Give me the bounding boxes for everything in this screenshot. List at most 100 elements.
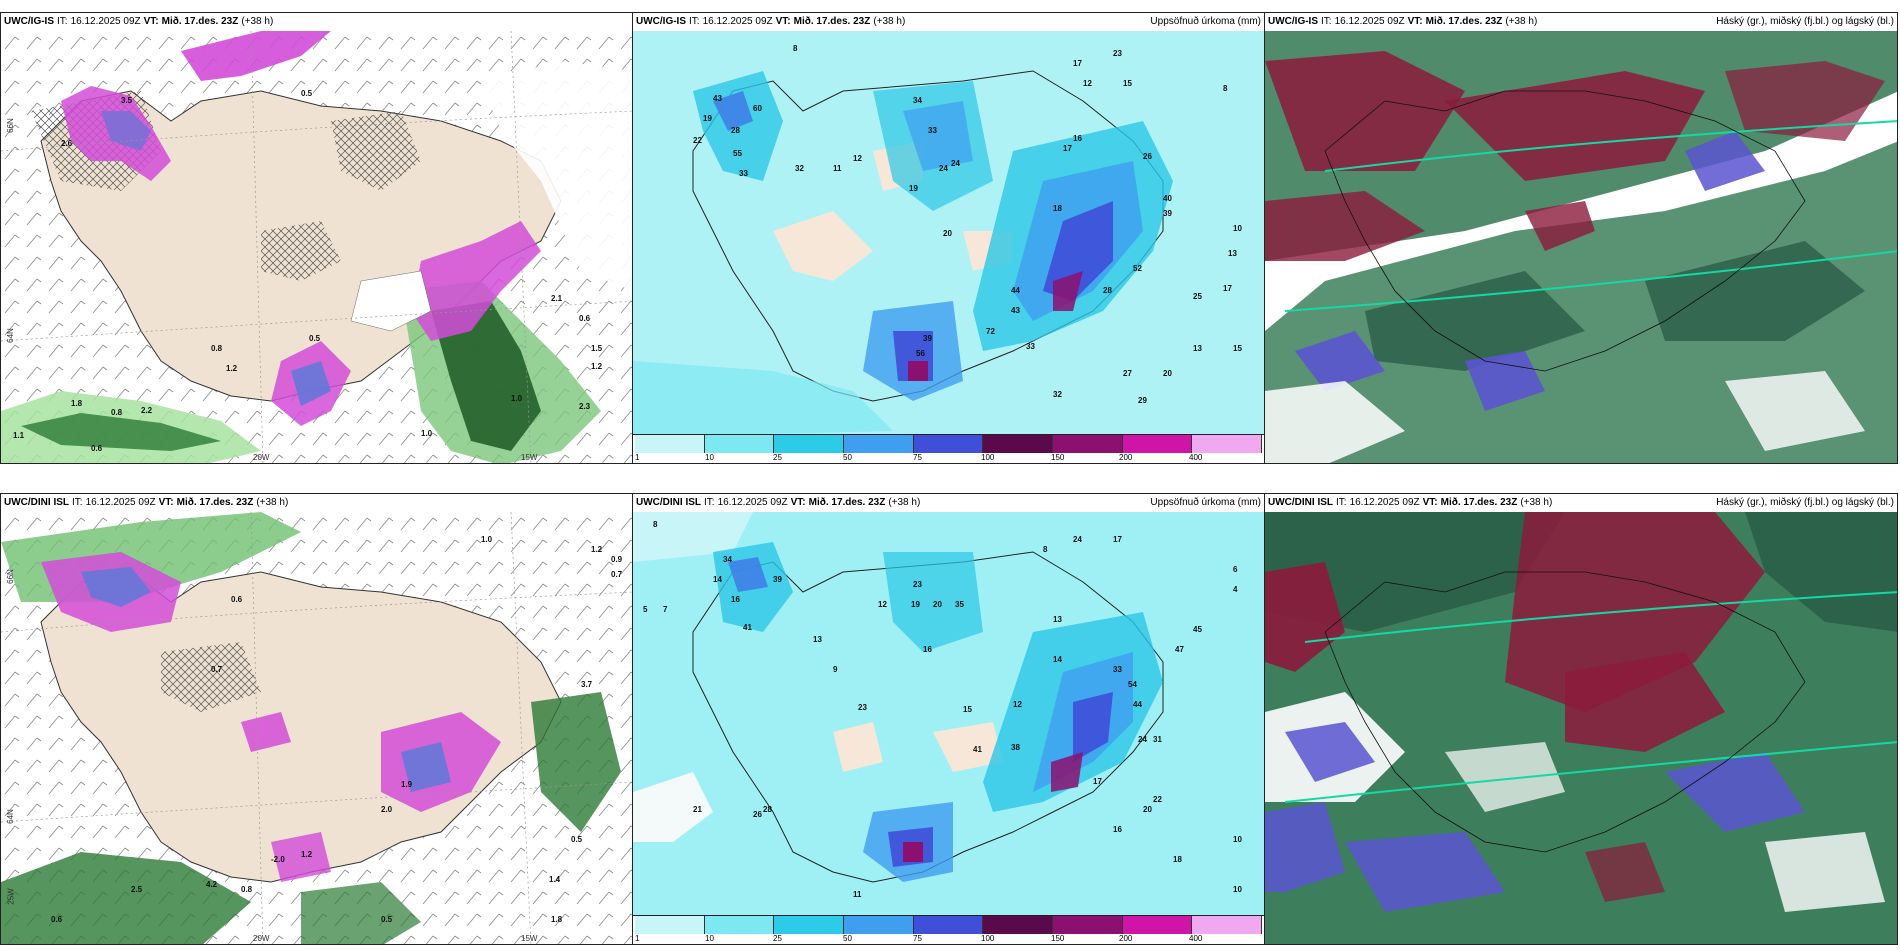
cloud-map-svg [1265, 512, 1897, 944]
panel-title: Háský (gr.), miðský (fj.bl.) og lágský (… [1716, 497, 1894, 508]
precip-label: 43 [1011, 306, 1020, 315]
map-canvas[interactable]: 8 24 17 34 39 14 16 45 41 23 20 35 12 19… [633, 512, 1264, 916]
vt-label: VT: [790, 497, 806, 508]
lat-label-64n: 64N [5, 809, 15, 824]
value-label: 0.7 [611, 570, 623, 579]
precip-label: 55 [733, 149, 742, 158]
precip-label: 23 [858, 703, 867, 712]
lead-time: (+38 h) [1505, 16, 1538, 27]
precip-label: 9 [833, 665, 838, 674]
legend-swatch [774, 435, 845, 453]
value-label: 0.6 [51, 915, 63, 924]
legend-tick: 10 [705, 934, 714, 943]
value-label: 0.8 [241, 885, 253, 894]
precip-label: 7 [663, 605, 668, 614]
precip-label: 24 [1138, 735, 1147, 744]
precip-label: 8 [1043, 545, 1048, 554]
lat-label-64n: 64N [5, 328, 15, 343]
legend-tick-labels: 1 10 25 50 75 100 150 200 400 [635, 453, 1262, 463]
precip-label: 52 [1133, 264, 1142, 273]
it-value: 16.12.2025 09Z [70, 16, 141, 27]
legend-swatch [983, 916, 1054, 934]
value-label: 2.5 [131, 885, 143, 894]
precip-label: 41 [743, 623, 752, 632]
map-panel-igis-wind: UWC/IG-IS IT: 16.12.2025 09Z VT: Mið. 17… [0, 12, 633, 464]
panel-title: Uppsöfnuð úrkoma (mm) [1150, 497, 1261, 508]
value-label: 0.5 [301, 89, 313, 98]
precip-label: 21 [693, 805, 702, 814]
precip-label: 35 [955, 600, 964, 609]
value-label: 0.6 [231, 595, 243, 604]
value-label: 0.6 [91, 444, 103, 453]
value-label: -2.0 [271, 855, 285, 864]
value-label: 0.5 [381, 915, 393, 924]
legend-swatch [913, 916, 984, 934]
map-canvas[interactable]: 2.6 3.5 0.8 1.2 0.8 2.2 0.6 1.8 0.5 1.0 … [1, 31, 632, 463]
legend-tick: 100 [981, 934, 995, 943]
legend-tick: 75 [913, 934, 922, 943]
legend-tick: 150 [1051, 934, 1065, 943]
precip-label: 20 [1163, 369, 1172, 378]
vt-value: Mið. 17.des. 23Z [1440, 497, 1518, 508]
precip-label: 33 [739, 169, 748, 178]
precip-label: 72 [986, 327, 995, 336]
lead-time: (+38 h) [873, 16, 906, 27]
precip-label: 28 [763, 805, 772, 814]
precip-label: 16 [731, 595, 740, 604]
precip-label: 19 [911, 600, 920, 609]
panel-header: UWC/IG-IS IT: 16.12.2025 09Z VT: Mið. 17… [633, 13, 1264, 31]
map-canvas[interactable]: 8 17 23 15 12 43 60 28 34 33 24 19 22 55… [633, 31, 1264, 435]
precip-label: 39 [923, 334, 932, 343]
precip-label: 34 [913, 96, 922, 105]
value-label: 0.8 [111, 408, 123, 417]
precip-label: 17 [1093, 777, 1102, 786]
vt-label: VT: [1407, 16, 1423, 27]
map-panel-igis-precip: UWC/IG-IS IT: 16.12.2025 09Z VT: Mið. 17… [632, 12, 1265, 464]
map-canvas[interactable] [1265, 31, 1897, 463]
precip-label: 39 [1163, 209, 1172, 218]
lead-time: (+38 h) [888, 497, 921, 508]
value-label: 2.6 [61, 139, 73, 148]
legend-swatch [1192, 435, 1263, 453]
legend-swatch [1053, 916, 1123, 934]
model-name: UWC/IG-IS [4, 16, 54, 27]
precip-label: 33 [1113, 665, 1122, 674]
legend-tick: 50 [843, 934, 852, 943]
wind-map-svg: 2.6 3.5 0.8 1.2 0.8 2.2 0.6 1.8 0.5 1.0 … [1, 31, 632, 463]
vt-label: VT: [775, 16, 791, 27]
precip-label: 32 [1053, 390, 1062, 399]
precip-label: 31 [1153, 735, 1162, 744]
value-label: 1.2 [226, 364, 238, 373]
precip-label: 41 [973, 745, 982, 754]
vt-value: Mið. 17.des. 23Z [808, 497, 886, 508]
value-label: 2.2 [141, 406, 153, 415]
precip-label: 33 [1026, 342, 1035, 351]
precip-label: 39 [773, 575, 782, 584]
map-canvas[interactable] [1265, 512, 1897, 944]
precip-label: 12 [853, 154, 862, 163]
map-canvas[interactable]: 1.0 0.6 0.7 1.2 0.9 0.5 0.7 4.2 2.5 1.4 … [1, 512, 632, 944]
value-label: 1.8 [71, 399, 83, 408]
precip-label: 32 [795, 164, 804, 173]
value-label: 2.3 [579, 402, 591, 411]
precip-label: 11 [833, 164, 842, 173]
precip-label: 45 [1193, 625, 1202, 634]
precip-label: 8 [1223, 84, 1228, 93]
legend-swatch [844, 435, 914, 453]
value-label: 3.5 [121, 96, 133, 105]
lon-label-20w: 20W [253, 453, 270, 462]
vt-value: Mið. 17.des. 23Z [1425, 16, 1503, 27]
lat-label-66n: 66N [5, 569, 15, 584]
it-label: IT: [689, 16, 700, 27]
value-label: 1.8 [551, 915, 563, 924]
panel-header: UWC/DINI ISL IT: 16.12.2025 09Z VT: Mið.… [1265, 494, 1897, 512]
panel-title: Háský (gr.), miðský (fj.bl.) og lágský (… [1716, 16, 1894, 27]
legend-swatch [913, 435, 984, 453]
panel-header: UWC/IG-IS IT: 16.12.2025 09Z VT: Mið. 17… [1265, 13, 1897, 31]
value-label: 0.6 [579, 314, 591, 323]
precip-label: 18 [1173, 855, 1182, 864]
legend-tick: 50 [843, 453, 852, 462]
precip-label: 5 [643, 605, 648, 614]
value-label: 4.2 [206, 880, 218, 889]
precip-label: 44 [1011, 286, 1020, 295]
